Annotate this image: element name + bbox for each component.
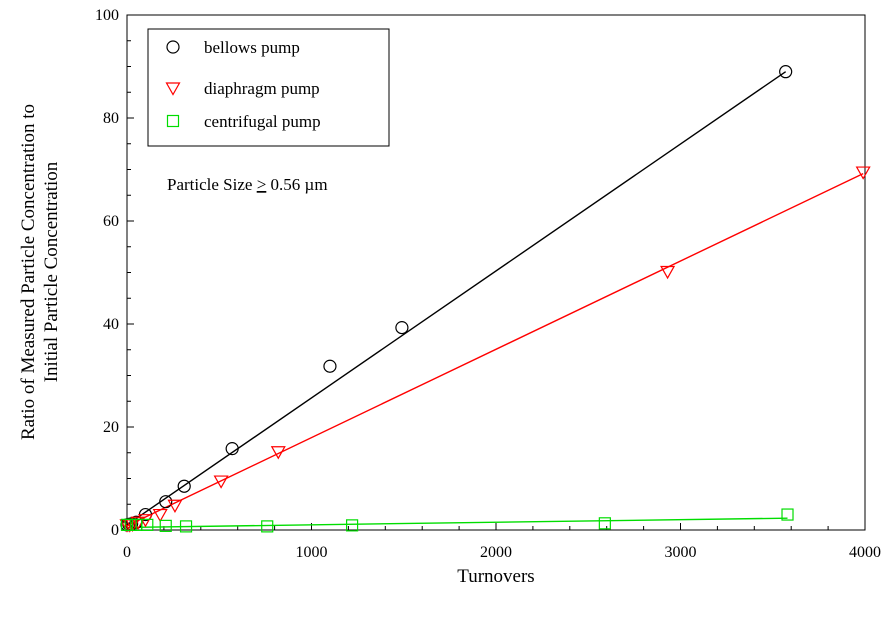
- y-tick-label: 80: [103, 110, 119, 127]
- centrifugal-data-point: [598, 517, 611, 530]
- diaphragm-data-point: [660, 265, 676, 280]
- x-tick-label: 2000: [480, 544, 512, 561]
- y-axis-title-line-1: Ratio of Measured Particle Concentration…: [18, 104, 39, 440]
- y-tick-label: 0: [111, 522, 119, 539]
- bellows-data-point: [395, 321, 409, 335]
- data-points: [119, 65, 871, 533]
- legend-label-diaphragm: diaphragm pump: [204, 79, 320, 98]
- bellows-data-point: [159, 495, 173, 509]
- centrifugal-data-point: [345, 519, 359, 532]
- legend-marker-diaphragm: [165, 82, 181, 96]
- x-tick-label: 1000: [296, 544, 328, 561]
- bellows-fit-line: [126, 71, 787, 526]
- bellows-data-point: [779, 65, 793, 79]
- legend-label-bellows: bellows pump: [204, 38, 300, 57]
- annotation-prefix: Particle Size: [167, 175, 257, 194]
- legend-label-centrifugal: centrifugal pump: [204, 112, 321, 131]
- annotation-suffix: 0.56 µm: [266, 175, 327, 194]
- bellows-data-point: [225, 442, 239, 456]
- annotation: Particle Size > 0.56 µm: [167, 175, 328, 194]
- y-tick-label: 100: [95, 7, 119, 24]
- diaphragm-data-point: [152, 508, 168, 523]
- annotation-symbol: >: [257, 175, 267, 194]
- diaphragm-data-point: [213, 475, 229, 489]
- bellows-data-point: [323, 359, 337, 373]
- diaphragm-data-point: [270, 446, 286, 460]
- y-axis-title-line-2: Initial Particle Concentration: [41, 161, 62, 382]
- y-axis-ticks: 0 20 40 60 80 100: [95, 7, 134, 539]
- legend-box: [147, 28, 390, 147]
- centrifugal-data-point: [781, 508, 794, 521]
- legend-marker-centrifugal: [166, 114, 180, 128]
- diaphragm-data-point: [855, 166, 871, 180]
- annotation-text: Particle Size > 0.56 µm: [167, 175, 328, 194]
- x-tick-label: 0: [123, 544, 131, 561]
- centrifugal-data-point: [159, 519, 172, 532]
- x-tick-label: 4000: [849, 544, 881, 561]
- y-tick-label: 60: [103, 213, 119, 230]
- legend-markers: [165, 40, 181, 128]
- x-tick-label: 3000: [665, 544, 697, 561]
- centrifugal-data-point: [261, 520, 274, 533]
- x-axis-title: Turnovers: [457, 566, 534, 587]
- legend-marker-bellows: [166, 40, 180, 54]
- x-axis-ticks: 0 1000 2000 3000 4000: [123, 523, 881, 561]
- fit-lines: [126, 71, 864, 529]
- diaphragm-fit-line: [126, 172, 864, 527]
- centrifugal-fit-line: [126, 517, 788, 529]
- centrifugal-data-point: [141, 518, 154, 531]
- y-tick-label: 40: [103, 316, 119, 333]
- bellows-data-point: [177, 479, 191, 493]
- legend: bellows pump diaphragm pump centrifugal …: [147, 28, 390, 147]
- y-tick-label: 20: [103, 419, 119, 436]
- centrifugal-data-point: [179, 520, 193, 533]
- diaphragm-data-point: [167, 499, 183, 513]
